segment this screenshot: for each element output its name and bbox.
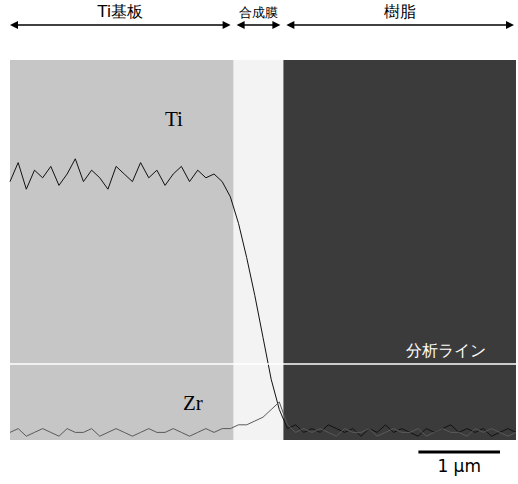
svg-text:分析ライン: 分析ライン <box>406 341 486 360</box>
svg-text:樹脂: 樹脂 <box>384 2 416 21</box>
svg-text:Ti: Ti <box>165 107 183 131</box>
svg-text:1 µm: 1 µm <box>437 456 481 476</box>
svg-text:Zr: Zr <box>183 391 203 415</box>
svg-text:Ti基板: Ti基板 <box>96 2 143 21</box>
svg-text:合成膜: 合成膜 <box>239 5 278 20</box>
